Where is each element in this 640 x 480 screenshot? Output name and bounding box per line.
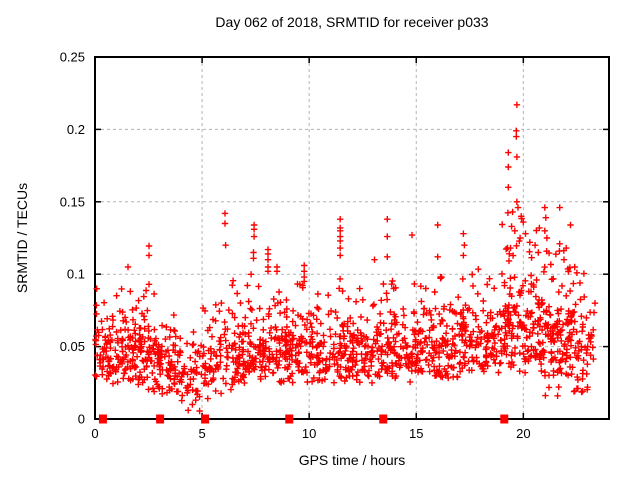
zero-flag-square	[500, 414, 509, 424]
plot-border	[94, 56, 610, 420]
x-tick-label: 0	[91, 426, 98, 441]
x-axis-title: GPS time / hours	[298, 452, 406, 468]
y-tick-label: 0.15	[60, 194, 85, 209]
zero-flag-square	[379, 414, 388, 424]
y-axis-title: SRMTID / TECUs	[14, 182, 30, 294]
zero-flag-square	[201, 414, 210, 424]
zero-flag-square	[285, 414, 294, 424]
zero-flag-square	[98, 414, 107, 424]
y-tick-label: 0.05	[60, 339, 85, 354]
x-tick-label: 20	[516, 426, 530, 441]
y-tick-label: 0	[78, 412, 85, 427]
x-tick-label: 10	[302, 426, 316, 441]
y-tick-label: 0.1	[67, 267, 85, 282]
data-points	[92, 101, 599, 415]
x-tick-label: 15	[409, 426, 423, 441]
chart-title: Day 062 of 2018, SRMTID for receiver p03…	[215, 14, 489, 30]
zero-flag-square	[156, 414, 165, 424]
x-tick-label: 5	[198, 426, 205, 441]
y-tick-label: 0.25	[60, 50, 85, 65]
y-tick-label: 0.2	[67, 122, 85, 137]
